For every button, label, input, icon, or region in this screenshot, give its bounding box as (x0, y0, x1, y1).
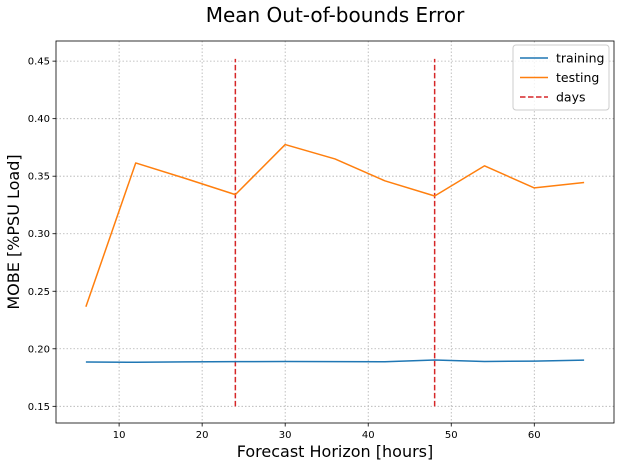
legend-label-testing: testing (556, 70, 599, 85)
legend-label-training: training (556, 51, 604, 66)
y-tick-label: 0.35 (28, 172, 50, 183)
y-tick-label: 0.20 (28, 344, 50, 355)
x-tick-label: 10 (113, 430, 126, 441)
legend: training testing days (512, 44, 610, 111)
y-tick-label: 0.15 (28, 402, 50, 413)
series-line-testing (85, 143, 585, 308)
data-series (85, 143, 585, 363)
chart-title: Mean Out-of-bounds Error (206, 3, 465, 27)
y-axis-ticks: 0.15 0.20 0.25 0.30 0.35 0.40 0.45 (28, 57, 56, 413)
legend-label-days: days (556, 90, 586, 105)
y-tick-label: 0.40 (28, 114, 50, 125)
x-tick-label: 60 (528, 430, 541, 441)
x-tick-label: 50 (445, 430, 458, 441)
series-line-training (85, 359, 585, 363)
legend-box (512, 44, 610, 111)
y-tick-label: 0.30 (28, 229, 50, 240)
x-axis-label: Forecast Horizon [hours] (237, 442, 434, 461)
day-marker-lines (234, 58, 436, 407)
x-tick-label: 30 (279, 430, 292, 441)
x-tick-label: 40 (362, 430, 375, 441)
x-axis-ticks: 10 20 30 40 50 60 (113, 423, 541, 441)
y-tick-label: 0.45 (28, 57, 50, 68)
y-axis-label: MOBE [%PSU Load] (4, 154, 23, 309)
plot-frame (55, 40, 615, 424)
y-tick-label: 0.25 (28, 287, 50, 298)
x-tick-label: 20 (196, 430, 209, 441)
